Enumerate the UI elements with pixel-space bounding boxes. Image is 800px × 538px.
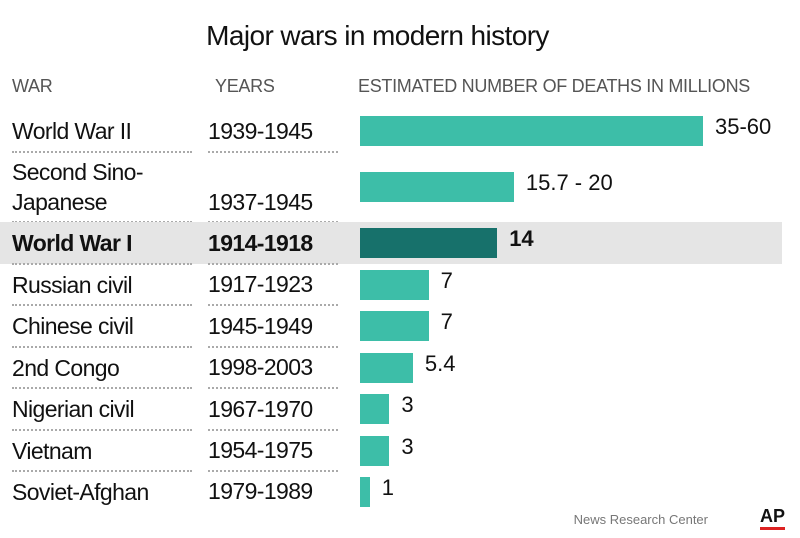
category-label: Soviet-Afghan (12, 478, 149, 505)
category-label: Nigerian civil (12, 396, 135, 422)
bar (360, 476, 370, 507)
year-label: 1954-1975 (208, 437, 313, 463)
row-divider (12, 304, 192, 306)
bar (360, 352, 413, 383)
value-label: 5.4 (424, 350, 456, 376)
value-label: 35-60 (715, 114, 772, 139)
row-divider (208, 470, 338, 472)
column-header: ESTIMATED NUMBER OF DEATHS IN MILLIONS (358, 76, 750, 96)
row-divider (12, 429, 192, 431)
source: News Research Center (573, 512, 708, 527)
row-divider (208, 304, 338, 306)
logo: AP (760, 506, 786, 530)
year-label: 1979-1989 (208, 478, 313, 504)
value-label: 3 (401, 392, 414, 417)
row-divider (208, 151, 338, 153)
column-header: YEARS (215, 76, 275, 96)
bar (360, 172, 514, 202)
year-label: 1914-1918 (208, 229, 313, 256)
chart-title: Major wars in modern history (206, 20, 549, 51)
bar (360, 116, 703, 146)
category-label: Russian civil (12, 271, 133, 298)
value-label: 15.7 - 20 (525, 170, 613, 195)
value-label: 14 (509, 226, 534, 251)
bar (360, 228, 498, 258)
row-divider (12, 387, 192, 389)
year-label: 1967-1970 (208, 395, 313, 422)
row-divider (12, 263, 192, 265)
category-label: World War I (12, 230, 133, 256)
category-label: World War II (12, 118, 132, 144)
row-divider (208, 346, 338, 348)
bar (360, 394, 390, 424)
year-label: 1917-1923 (208, 271, 313, 297)
value-label: 3 (401, 433, 414, 459)
year-label: 1945-1949 (208, 312, 313, 339)
bar (360, 311, 429, 341)
category-label: 2nd Congo (12, 354, 120, 381)
year-label: 1998-2003 (208, 354, 313, 380)
year-label: 1937-1945 (208, 189, 313, 215)
category-label: Chinese civil (12, 313, 134, 339)
value-label: 7 (440, 309, 453, 334)
row-divider (208, 387, 338, 389)
row-divider (12, 470, 192, 472)
column-header: WAR (12, 76, 53, 96)
bar (360, 435, 390, 466)
year-label: 1939-1945 (208, 117, 313, 144)
row-divider (208, 263, 338, 265)
row-divider (208, 429, 338, 431)
category-label: Second Sino-Japanese (12, 159, 143, 215)
value-label: 7 (440, 267, 453, 293)
row-divider (12, 346, 192, 348)
category-label: Vietnam (12, 437, 92, 464)
bar (360, 269, 429, 300)
value-label: 1 (381, 474, 395, 500)
row-divider (12, 151, 192, 153)
